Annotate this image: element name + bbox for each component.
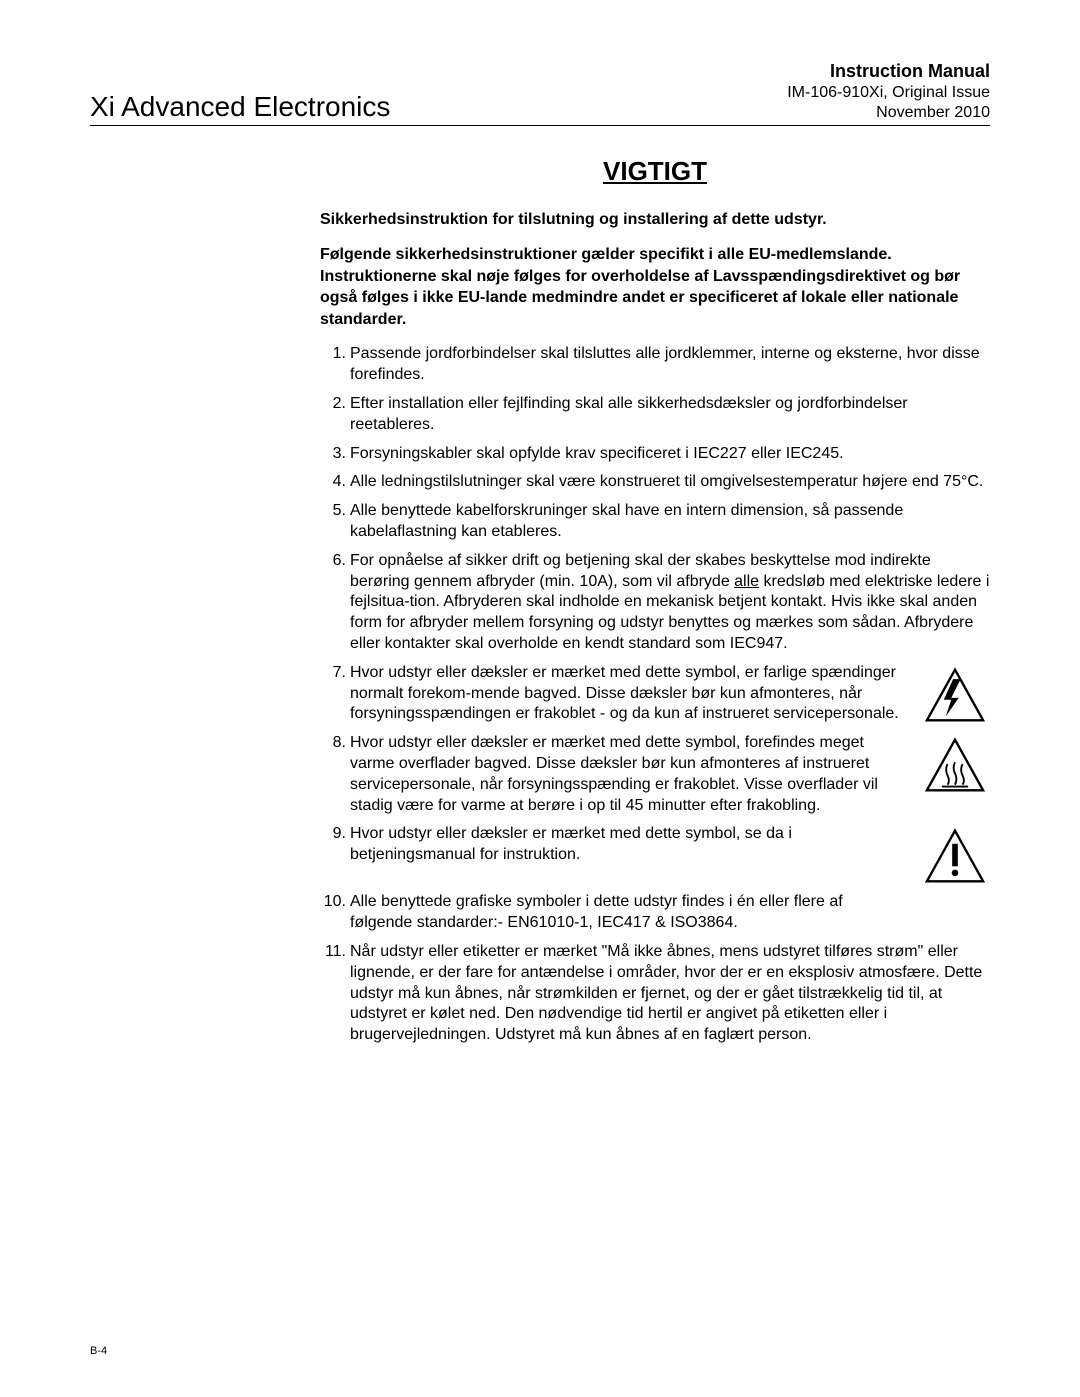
doc-meta: Instruction Manual IM-106-910Xi, Origina… (787, 60, 990, 123)
doc-date: November 2010 (787, 103, 990, 123)
item-text: Alle benyttede grafiske symboler i dette… (350, 892, 902, 934)
list-item: Hvor udstyr eller dæksler er mærket med … (320, 663, 990, 725)
content-area: VIGTIGT Sikkerhedsinstruktion for tilslu… (90, 126, 990, 1046)
item-text: Passende jordforbindelser skal tilslutte… (350, 344, 990, 386)
page-header: Xi Advanced Electronics Instruction Manu… (90, 60, 990, 126)
intro-block: Følgende sikkerhedsinstruktioner gælder … (320, 244, 990, 330)
page-number: B-4 (90, 1345, 107, 1357)
list-item: Når udstyr eller etiketter er mærket "Må… (320, 942, 990, 1046)
item-text: Hvor udstyr eller dæksler er mærket med … (350, 733, 902, 816)
list-item: Efter installation eller fejlfinding ska… (320, 394, 990, 436)
list-item: Hvor udstyr eller dæksler er mærket med … (320, 824, 990, 884)
list-item: Hvor udstyr eller dæksler er mærket med … (320, 733, 990, 816)
list-item: Forsyningskabler skal opfylde krav speci… (320, 444, 990, 465)
item-text: Hvor udstyr eller dæksler er mærket med … (350, 824, 902, 866)
item-text: Efter installation eller fejlfinding ska… (350, 394, 990, 436)
list-item: Alle benyttede grafiske symboler i dette… (320, 892, 990, 934)
list-item: For opnåelse af sikker drift og betjenin… (320, 551, 990, 655)
instruction-list: Passende jordforbindelser skal tilslutte… (320, 344, 990, 1046)
page: Xi Advanced Electronics Instruction Manu… (0, 0, 1080, 1046)
list-item: Passende jordforbindelser skal tilslutte… (320, 344, 990, 386)
list-item: Alle benyttede kabelforskruninger skal h… (320, 501, 990, 543)
product-title: Xi Advanced Electronics (90, 91, 390, 123)
section-title: VIGTIGT (320, 156, 990, 187)
spacer (920, 892, 990, 896)
item-text: Alle benyttede kabelforskruninger skal h… (350, 501, 990, 543)
hot-surface-icon (920, 733, 990, 793)
item-text: Forsyningskabler skal opfylde krav speci… (350, 444, 990, 465)
high-voltage-icon (920, 663, 990, 723)
intro-line: Sikkerhedsinstruktion for tilslutning og… (320, 209, 990, 231)
item-text: Hvor udstyr eller dæksler er mærket med … (350, 663, 902, 725)
caution-icon (920, 824, 990, 884)
item-text: For opnåelse af sikker drift og betjenin… (350, 551, 990, 655)
list-item: Alle ledningstilslutninger skal være kon… (320, 472, 990, 493)
manual-label: Instruction Manual (787, 60, 990, 83)
item-text: Alle ledningstilslutninger skal være kon… (350, 472, 990, 493)
item6-underline: alle (734, 573, 759, 590)
item-text: Når udstyr eller etiketter er mærket "Må… (350, 942, 990, 1046)
doc-code: IM-106-910Xi, Original Issue (787, 83, 990, 103)
